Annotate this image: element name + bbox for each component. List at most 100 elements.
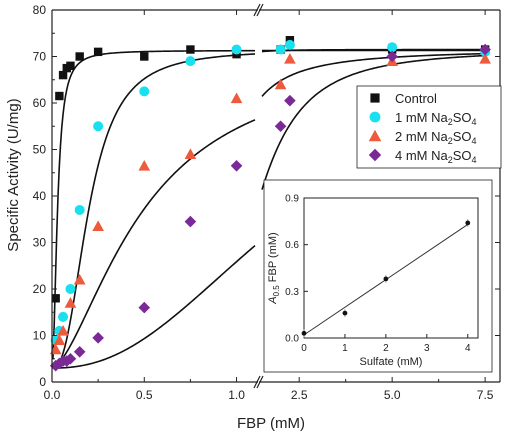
inset-y-tick-label: 0.6 — [285, 240, 299, 251]
data-point-circle — [58, 311, 69, 322]
data-point-circle — [275, 44, 286, 55]
y-tick-label: 30 — [33, 236, 47, 250]
data-point-circle — [65, 284, 76, 294]
y-tick-label: 20 — [33, 282, 47, 296]
legend-label-sub2: 4 — [472, 117, 477, 127]
legend-box — [356, 85, 502, 169]
legend-label-main: 2 mM Na — [395, 129, 449, 144]
data-point-square — [66, 61, 75, 70]
inset-y-tick-label: 0.9 — [285, 194, 299, 205]
data-point-circle — [185, 56, 196, 67]
data-point-diamond — [92, 332, 104, 344]
fit-curve-1 — [52, 53, 256, 369]
legend-marker-triangle — [368, 129, 382, 142]
legend-label-sub2: 4 — [472, 136, 477, 146]
fit-curve-3 — [261, 54, 486, 190]
axis-break-mark — [253, 3, 261, 17]
legend-label-tail: SO — [453, 129, 472, 144]
data-point-square — [140, 52, 149, 61]
legend-label: 4 mM Na2SO4 — [395, 148, 477, 165]
series-triangle — [49, 52, 491, 355]
data-point-triangle — [49, 343, 62, 355]
y-tick-label: 60 — [33, 96, 47, 110]
data-point-diamond — [479, 43, 491, 56]
data-point-triangle — [230, 92, 243, 104]
inset-x-tick-label: 2 — [383, 343, 389, 354]
inset-data-point — [465, 220, 471, 226]
data-point-diamond — [274, 120, 287, 133]
inset-data-point — [342, 310, 348, 316]
data-point-diamond — [64, 352, 77, 365]
fit-curve-2 — [52, 119, 256, 369]
inset-x-axis-title: Sulfate (mM) — [360, 356, 423, 368]
data-point-square — [93, 47, 103, 57]
legend-label: 1 mM Na2SO4 — [395, 110, 477, 127]
y-tick-label: 40 — [33, 189, 47, 203]
fit-curve-0 — [52, 49, 255, 360]
data-point-circle — [74, 204, 85, 215]
data-point-triangle — [53, 334, 66, 345]
fit-curve-3 — [52, 245, 256, 369]
inset-frame — [263, 179, 493, 373]
data-point-triangle — [284, 52, 296, 64]
fit-curve-2 — [261, 52, 486, 97]
axis-break-mark — [256, 375, 264, 389]
legend-label-tail: SO — [453, 110, 472, 125]
y-axis-title: Specific Activity (U/mg) — [5, 98, 22, 251]
data-point-triangle — [57, 325, 69, 336]
legend-label-sub: 2 — [448, 117, 453, 127]
fit-curve-1 — [261, 48, 486, 53]
data-point-square — [75, 52, 84, 61]
inset-plot-area — [303, 197, 479, 339]
y-tick-label: 0 — [39, 375, 46, 389]
inset-y-tick-label: 0.0 — [285, 334, 299, 345]
inset-y-axis-title: A0.5 FBP (mM) — [267, 232, 281, 304]
inset-y-title-a: A — [267, 296, 279, 304]
data-point-diamond — [284, 94, 296, 107]
axis-break-mark — [253, 375, 261, 389]
y-tick-label: 70 — [33, 50, 47, 64]
data-point-square — [58, 70, 68, 80]
legend-label-main: Control — [395, 91, 437, 106]
legend-marker-circle — [369, 111, 381, 123]
data-point-triangle — [73, 273, 86, 285]
data-point-diamond — [184, 215, 197, 228]
inset-data-point — [301, 330, 307, 336]
inset-data-point — [383, 276, 389, 282]
data-point-diamond — [73, 345, 86, 358]
legend-label-tail: SO — [453, 148, 472, 163]
data-point-diamond — [60, 355, 73, 367]
data-point-circle — [231, 44, 242, 55]
y-tick-label: 80 — [33, 3, 47, 17]
data-point-triangle — [184, 148, 197, 159]
data-point-circle — [284, 39, 295, 50]
x-tick-label: 7.5 — [477, 388, 494, 402]
x-axis-title: FBP (mM) — [237, 415, 305, 432]
data-point-triangle — [479, 52, 491, 64]
data-point-diamond — [49, 359, 62, 372]
data-point-square — [186, 45, 195, 54]
axis-break-mark — [256, 3, 264, 17]
inset-y-tick-label: 0.3 — [285, 287, 299, 298]
data-point-triangle — [92, 220, 104, 232]
legend-label: Control — [395, 91, 437, 106]
data-point-diamond — [138, 301, 151, 314]
inset-x-tick-label: 0 — [301, 343, 307, 354]
x-tick-label: 5.0 — [384, 388, 401, 402]
legend-label: 2 mM Na2SO4 — [395, 129, 477, 146]
x-tick-label: 0.5 — [136, 388, 153, 402]
data-point-square — [51, 294, 60, 303]
data-point-triangle — [138, 159, 151, 171]
data-point-triangle — [64, 297, 77, 308]
main-plot — [49, 36, 491, 372]
data-point-circle — [93, 121, 104, 132]
data-point-diamond — [386, 50, 398, 63]
y-tick-label: 50 — [33, 143, 47, 157]
x-tick-label: 0.0 — [44, 388, 61, 402]
legend-marker-square — [370, 93, 380, 103]
data-point-triangle — [274, 78, 287, 90]
series-diamond — [49, 43, 491, 372]
legend-marker-diamond — [368, 148, 382, 162]
